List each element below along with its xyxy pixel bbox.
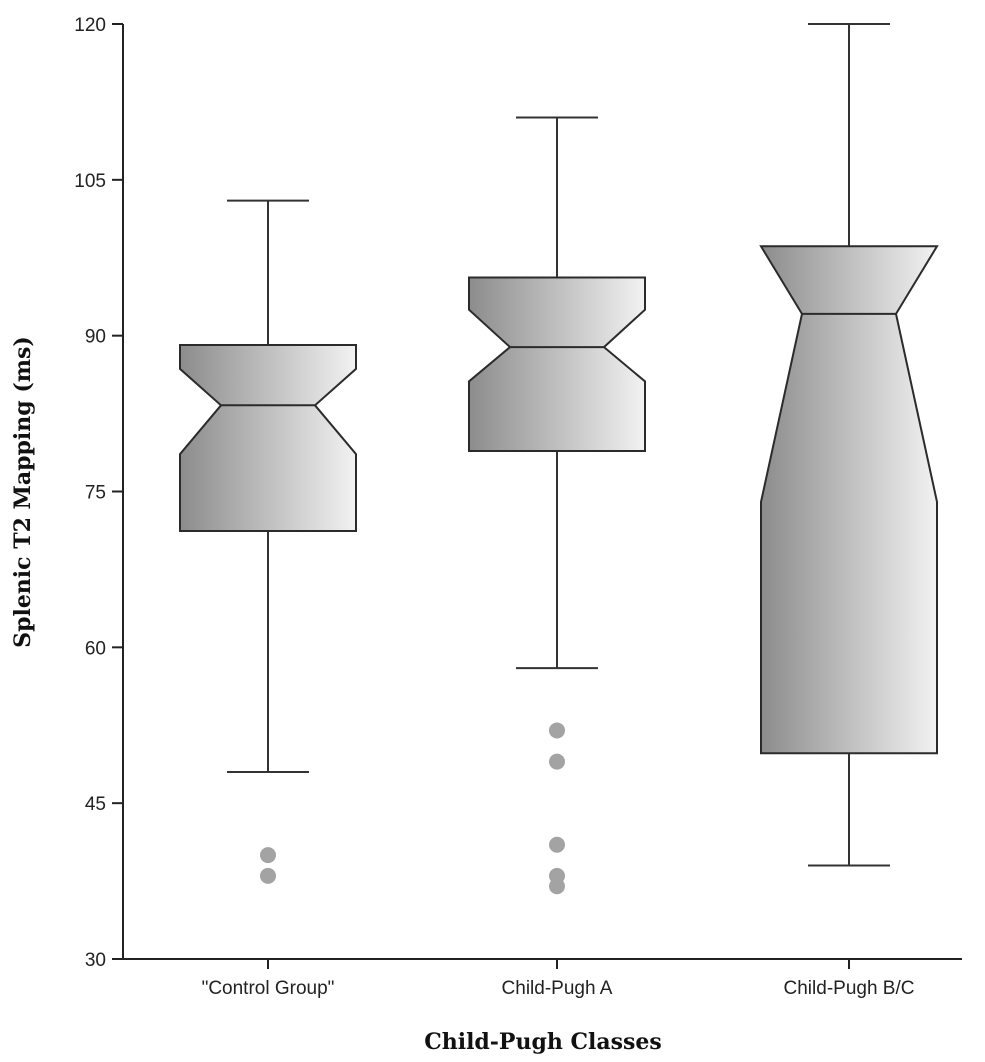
- notched-box: [179, 344, 357, 532]
- box-group: [468, 116, 646, 895]
- x-axis-title: Child-Pugh Classes: [424, 1029, 662, 1055]
- x-tick-label: Child-Pugh A: [502, 978, 613, 999]
- y-tick-label: 30: [85, 950, 106, 971]
- y-tick-label: 120: [74, 15, 106, 36]
- outlier-point: [260, 847, 276, 864]
- box-group: [759, 23, 939, 867]
- y-axis-title: Splenic T2 Mapping (ms): [10, 336, 36, 648]
- x-ticks: "Control Group" Child-Pugh A Child-Pugh B/…: [202, 959, 915, 999]
- notched-box: [759, 245, 939, 755]
- y-tick-label: 90: [85, 327, 106, 348]
- x-tick-label: Child-Pugh B/C: [784, 978, 915, 999]
- y-tick-label: 105: [74, 171, 106, 192]
- outlier-point: [549, 722, 565, 739]
- y-tick-label: 75: [85, 483, 106, 504]
- notched-box: [468, 276, 646, 452]
- y-ticks: 30 45 60 75 90 105 120: [74, 15, 123, 971]
- y-tick-label: 60: [85, 638, 106, 659]
- x-tick-label: "Control Group": [202, 978, 335, 999]
- outlier-point: [549, 753, 565, 770]
- box-group: [179, 199, 357, 884]
- y-tick-label: 45: [85, 794, 106, 815]
- outlier-point: [549, 836, 565, 853]
- outlier-point: [260, 867, 276, 884]
- boxes: [179, 23, 939, 895]
- outlier-point: [549, 878, 565, 895]
